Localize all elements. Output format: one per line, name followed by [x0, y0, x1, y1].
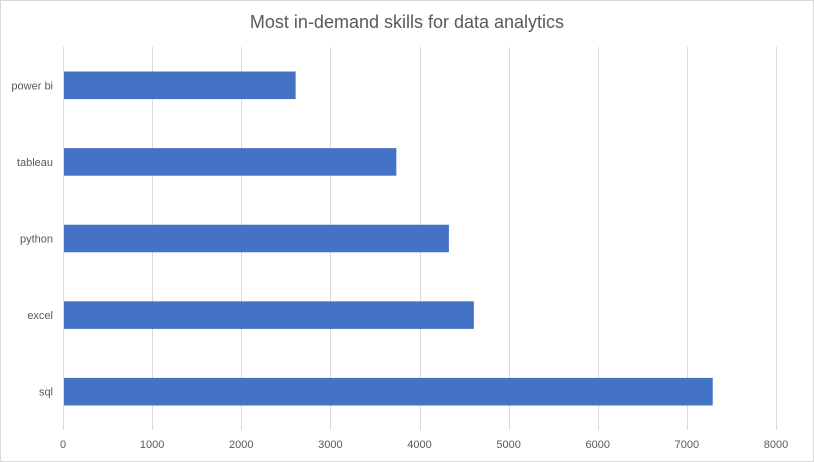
- bar-excel: [64, 301, 474, 329]
- x-tick-label: 7000: [675, 439, 699, 451]
- x-tick-label: 5000: [496, 439, 520, 451]
- bar-python: [64, 224, 449, 253]
- bar-power-bi: [64, 71, 296, 100]
- x-tick-label: 3000: [318, 439, 342, 451]
- x-tick-label: 1000: [140, 439, 164, 451]
- y-category-label: python: [20, 234, 53, 246]
- y-category-label: sql: [39, 387, 53, 399]
- x-tick-label: 0: [60, 439, 66, 451]
- x-tick-label: 8000: [764, 439, 788, 451]
- bar-sql: [64, 377, 713, 406]
- y-category-label: tableau: [17, 157, 53, 169]
- bar-tableau: [64, 148, 397, 176]
- y-category-label: excel: [27, 310, 53, 322]
- y-category-label: power bi: [11, 80, 53, 92]
- x-tick-label: 6000: [586, 439, 610, 451]
- chart-title: Most in-demand skills for data analytics: [249, 12, 565, 32]
- x-tick-label: 4000: [407, 439, 431, 451]
- x-tick-label: 2000: [229, 439, 253, 451]
